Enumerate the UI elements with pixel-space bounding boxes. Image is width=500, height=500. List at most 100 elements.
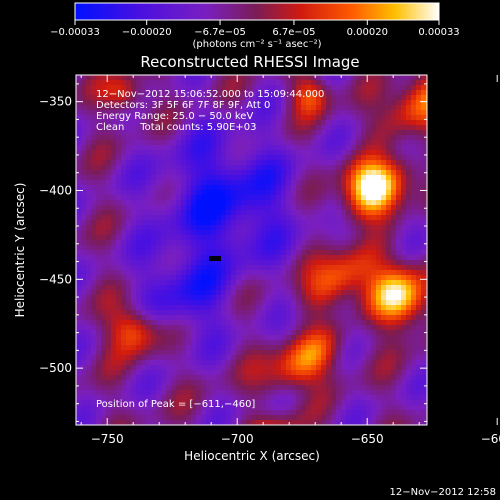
heatmap-cell bbox=[156, 195, 162, 201]
heatmap-cell bbox=[281, 280, 287, 286]
heatmap-cell bbox=[251, 150, 257, 156]
heatmap-cell bbox=[81, 105, 87, 111]
heatmap-cell bbox=[86, 280, 92, 286]
heatmap-cell bbox=[366, 140, 372, 146]
heatmap-cell bbox=[166, 330, 172, 336]
heatmap-cell bbox=[196, 375, 202, 381]
heatmap-cell bbox=[146, 255, 152, 261]
heatmap-cell bbox=[226, 365, 232, 371]
heatmap-cell bbox=[361, 320, 367, 326]
heatmap-cell bbox=[421, 155, 427, 161]
heatmap-cell bbox=[206, 290, 212, 296]
heatmap-cell bbox=[96, 355, 102, 361]
heatmap-cell bbox=[196, 175, 202, 181]
heatmap-cell bbox=[341, 280, 347, 286]
heatmap-cell bbox=[271, 315, 277, 321]
heatmap-cell bbox=[136, 190, 142, 196]
heatmap-cell bbox=[381, 270, 387, 276]
heatmap-cell bbox=[81, 285, 87, 291]
heatmap-cell bbox=[276, 290, 282, 296]
heatmap-cell bbox=[206, 180, 212, 186]
heatmap-cell bbox=[81, 355, 87, 361]
heatmap-cell bbox=[306, 405, 312, 411]
heatmap-cell bbox=[301, 375, 307, 381]
heatmap-cell bbox=[136, 150, 142, 156]
heatmap-cell bbox=[136, 310, 142, 316]
heatmap-cell bbox=[111, 335, 117, 341]
heatmap-cell bbox=[371, 130, 377, 136]
heatmap-cell bbox=[226, 105, 232, 111]
heatmap-cell bbox=[276, 415, 282, 421]
heatmap-cell bbox=[286, 255, 292, 261]
heatmap-cell bbox=[386, 240, 392, 246]
heatmap-cell bbox=[161, 105, 167, 111]
heatmap-cell bbox=[286, 185, 292, 191]
heatmap-cell bbox=[331, 415, 337, 421]
heatmap-cell bbox=[226, 180, 232, 186]
heatmap-cell bbox=[261, 145, 267, 151]
heatmap-cell bbox=[111, 150, 117, 156]
heatmap-cell bbox=[121, 105, 127, 111]
heatmap-cell bbox=[391, 275, 397, 281]
heatmap-cell bbox=[241, 405, 247, 411]
heatmap-cell bbox=[321, 360, 327, 366]
heatmap-cell bbox=[366, 245, 372, 251]
heatmap-cell bbox=[296, 400, 302, 406]
heatmap-cell bbox=[161, 360, 167, 366]
heatmap-cell bbox=[201, 275, 207, 281]
heatmap-cell bbox=[316, 75, 322, 81]
heatmap-cell bbox=[361, 75, 367, 81]
heatmap-cell bbox=[356, 185, 362, 191]
heatmap-cell bbox=[371, 75, 377, 81]
heatmap-cell bbox=[96, 190, 102, 196]
heatmap-cell bbox=[181, 325, 187, 331]
heatmap-cell bbox=[131, 415, 137, 421]
heatmap-cell bbox=[236, 80, 242, 86]
heatmap-cell bbox=[246, 160, 252, 166]
heatmap-cell bbox=[116, 265, 122, 271]
heatmap-cell bbox=[281, 375, 287, 381]
heatmap-cell bbox=[131, 365, 137, 371]
heatmap-cell bbox=[421, 160, 427, 166]
colorbar-ticks: −0.00033 −0.00020 −6.7e−05 6.7e−05 0.00020 0.… bbox=[50, 20, 460, 38]
heatmap-cell bbox=[106, 330, 112, 336]
heatmap-cell bbox=[271, 385, 277, 391]
heatmap-cell bbox=[421, 85, 427, 91]
heatmap-cell bbox=[126, 395, 132, 401]
heatmap-cell bbox=[286, 375, 292, 381]
heatmap-cell bbox=[191, 360, 197, 366]
heatmap-cell bbox=[391, 150, 397, 156]
heatmap-cell bbox=[411, 285, 417, 291]
heatmap-cell bbox=[131, 245, 137, 251]
heatmap-cell bbox=[361, 180, 367, 186]
heatmap-cell bbox=[146, 125, 152, 131]
heatmap-cell bbox=[231, 295, 237, 301]
heatmap-cell bbox=[371, 350, 377, 356]
heatmap-cell bbox=[401, 125, 407, 131]
heatmap-cell bbox=[266, 115, 272, 121]
heatmap-cell bbox=[201, 85, 207, 91]
heatmap-cell bbox=[166, 255, 172, 261]
heatmap-cell bbox=[101, 410, 107, 416]
heatmap-cell bbox=[416, 145, 422, 151]
heatmap-cell bbox=[221, 290, 227, 296]
heatmap-cell bbox=[261, 200, 267, 206]
heatmap-cell bbox=[366, 285, 372, 291]
heatmap-cell bbox=[341, 85, 347, 91]
heatmap-cell bbox=[91, 285, 97, 291]
heatmap-cell bbox=[421, 235, 427, 241]
heatmap-cell bbox=[386, 320, 392, 326]
heatmap-cell bbox=[136, 315, 142, 321]
heatmap-cell bbox=[136, 170, 142, 176]
heatmap-cell bbox=[281, 110, 287, 116]
heatmap-cell bbox=[116, 130, 122, 136]
heatmap-cell bbox=[396, 215, 402, 221]
heatmap-cell bbox=[201, 370, 207, 376]
heatmap-cell bbox=[151, 395, 157, 401]
heatmap-cell bbox=[296, 115, 302, 121]
heatmap-cell bbox=[251, 165, 257, 171]
heatmap-cell bbox=[131, 340, 137, 346]
heatmap-cell bbox=[366, 365, 372, 371]
heatmap-cell bbox=[291, 395, 297, 401]
heatmap-cell bbox=[296, 300, 302, 306]
